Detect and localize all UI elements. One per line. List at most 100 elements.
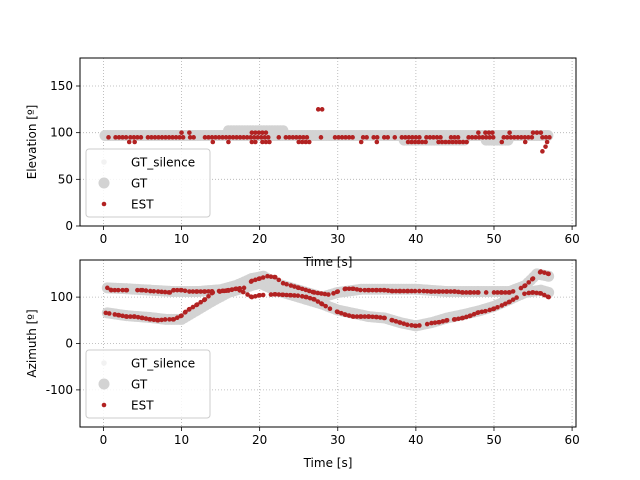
est-point: [463, 314, 469, 320]
est-point: [143, 288, 149, 293]
est-point: [194, 289, 200, 294]
est-point: [152, 135, 158, 140]
est-point: [177, 135, 182, 140]
est-point: [147, 317, 153, 322]
est-point: [113, 135, 118, 140]
est-point: [452, 289, 458, 294]
est-point: [135, 287, 140, 293]
est-point: [460, 290, 466, 295]
est-point: [183, 309, 188, 315]
est-point: [448, 135, 454, 140]
est-point: [456, 289, 461, 295]
x-tick-label: 30: [330, 232, 345, 246]
est-point: [187, 130, 192, 135]
est-point: [171, 287, 177, 293]
est-point: [303, 287, 309, 293]
est-point: [491, 290, 497, 295]
est-point: [120, 313, 125, 319]
est-point: [503, 290, 508, 295]
est-point: [124, 287, 130, 293]
est-point: [507, 299, 512, 305]
elevation-est-points: [106, 107, 552, 154]
est-point: [507, 130, 512, 135]
est-point: [471, 311, 477, 317]
est-point: [366, 314, 372, 319]
y-tick-label: 0: [65, 337, 73, 351]
est-point: [315, 107, 321, 112]
est-point: [346, 135, 352, 140]
azimuth-legend: GT_silence GT EST: [85, 349, 211, 419]
est-point: [468, 313, 473, 318]
est-point: [230, 135, 236, 140]
est-point: [390, 318, 395, 323]
est-point: [256, 130, 262, 135]
est-point: [318, 135, 324, 140]
est-point: [260, 130, 265, 135]
est-point: [403, 135, 408, 140]
est-point: [374, 287, 380, 293]
elevation-ticks: 0 10 20 30 40 50 60 0 50 100 150: [50, 79, 580, 246]
est-point: [343, 286, 348, 292]
est-point: [303, 139, 309, 145]
est-point: [276, 277, 282, 283]
est-point: [115, 287, 121, 293]
est-point: [429, 289, 434, 294]
est-point: [159, 317, 164, 323]
est-point: [371, 135, 376, 140]
est-point: [515, 135, 521, 140]
est-point: [351, 314, 356, 319]
est-point: [522, 291, 527, 297]
est-point: [251, 135, 257, 140]
est-point: [187, 306, 192, 312]
est-point: [315, 290, 321, 296]
est-point: [241, 285, 247, 291]
est-point: [460, 139, 466, 145]
est-point: [162, 317, 168, 322]
est-point: [538, 269, 544, 274]
est-point: [483, 135, 489, 140]
est-point: [453, 139, 459, 145]
est-point: [132, 314, 137, 319]
est-point: [227, 135, 232, 140]
est-point: [530, 130, 536, 135]
est-point: [530, 290, 536, 295]
est-point: [542, 292, 547, 298]
est-point: [106, 311, 112, 316]
est-point: [423, 139, 428, 145]
est-point: [510, 297, 516, 302]
est-point: [257, 276, 262, 281]
azimuth-ticks: 0 10 20 30 40 50 60 -100 0 100: [46, 290, 580, 447]
est-point: [315, 299, 321, 304]
est-point: [486, 130, 492, 135]
legend-marker: [98, 378, 110, 390]
est-point: [437, 289, 442, 294]
x-tick-label: 60: [564, 433, 579, 447]
est-point: [374, 135, 380, 140]
est-point: [244, 135, 250, 140]
est-point: [335, 289, 341, 294]
y-tick-label: 150: [50, 79, 73, 93]
est-point: [499, 303, 505, 308]
est-point: [280, 280, 286, 286]
est-point: [534, 130, 540, 135]
est-point: [424, 321, 430, 327]
est-point: [343, 312, 348, 318]
est-point: [440, 319, 446, 324]
est-point: [128, 135, 133, 140]
est-point: [514, 295, 519, 300]
est-point: [526, 290, 532, 296]
x-tick-label: 30: [330, 433, 345, 447]
elevation-x-axis-label: Time [s]: [303, 255, 353, 269]
legend-marker: [101, 159, 107, 165]
legend-marker: [98, 177, 110, 189]
est-point: [174, 287, 180, 293]
est-point: [138, 135, 144, 140]
est-point: [187, 135, 193, 140]
est-point: [543, 135, 549, 140]
est-point: [155, 318, 161, 323]
est-point: [112, 312, 118, 317]
est-point: [366, 287, 372, 293]
est-point: [323, 303, 328, 309]
est-point: [491, 306, 497, 312]
